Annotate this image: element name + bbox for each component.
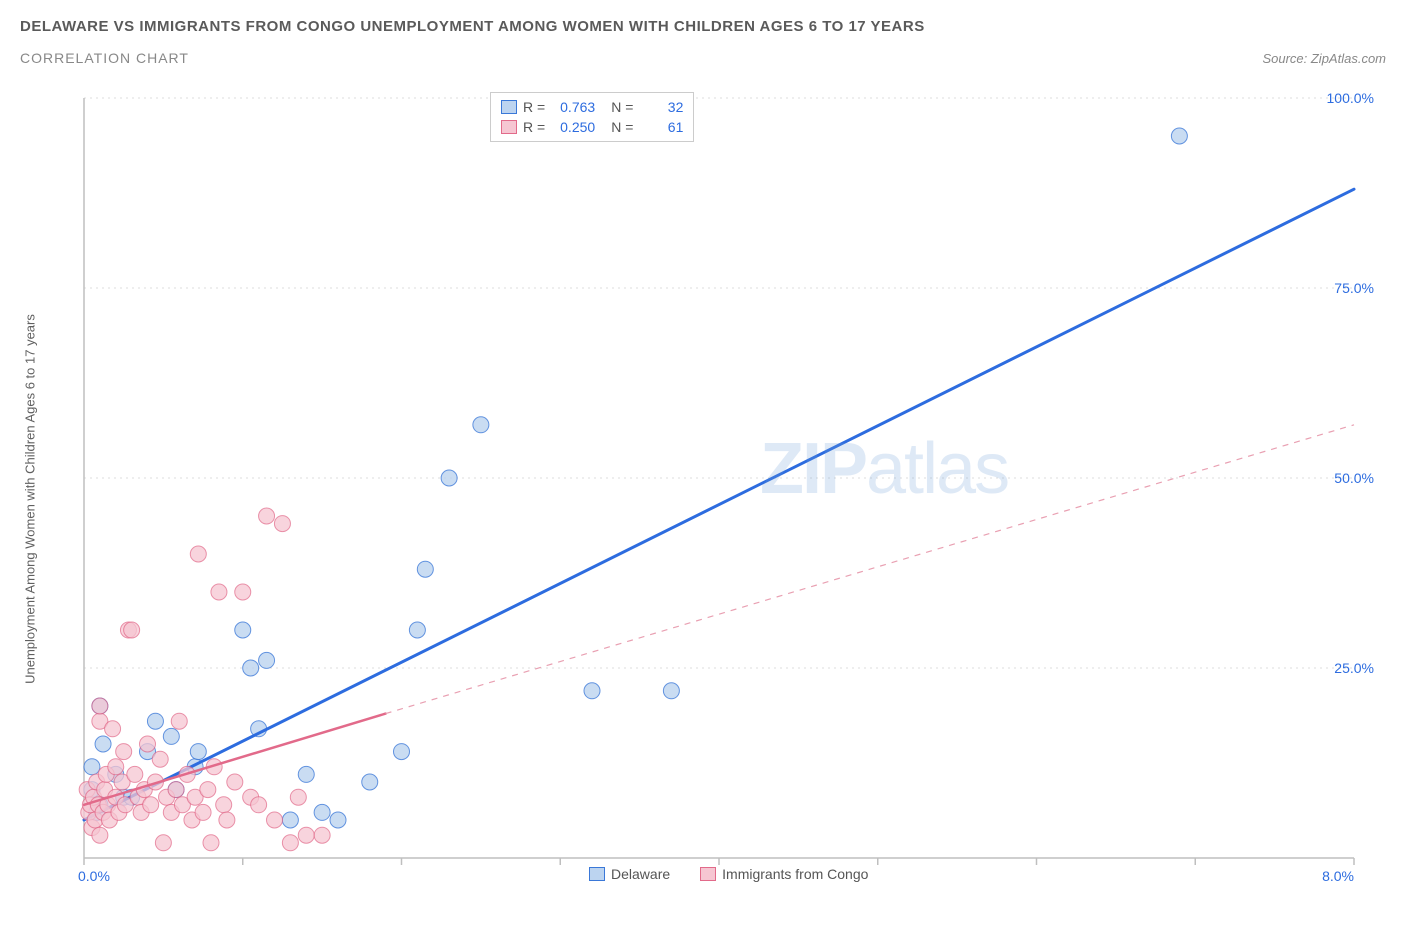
n-value: 32	[643, 97, 683, 117]
chart-area: Unemployment Among Women with Children A…	[40, 88, 1386, 910]
r-value: 0.250	[555, 117, 595, 137]
series-delaware	[84, 128, 1354, 828]
scatter-chart	[40, 88, 1384, 898]
legend-item: Delaware	[589, 866, 670, 882]
r-value: 0.763	[555, 97, 595, 117]
legend-swatch-icon	[501, 120, 517, 134]
legend-swatch-icon	[589, 867, 605, 881]
n-label: N =	[611, 97, 633, 117]
r-label: R =	[523, 117, 545, 137]
series-legend: Delaware Immigrants from Congo	[589, 866, 868, 882]
legend-label: Delaware	[611, 866, 670, 882]
correlation-legend: R = 0.763 N = 32 R = 0.250 N = 61	[490, 92, 694, 142]
n-label: N =	[611, 117, 633, 137]
r-label: R =	[523, 97, 545, 117]
x-tick-label: 8.0%	[1294, 868, 1354, 884]
y-tick-label: 100.0%	[1294, 90, 1374, 106]
chart-source: Source: ZipAtlas.com	[1262, 51, 1386, 66]
x-tick-label: 0.0%	[78, 868, 138, 884]
legend-item: Immigrants from Congo	[700, 866, 868, 882]
y-axis-label: Unemployment Among Women with Children A…	[23, 314, 38, 684]
n-value: 61	[643, 117, 683, 137]
legend-label: Immigrants from Congo	[722, 866, 868, 882]
legend-swatch-icon	[501, 100, 517, 114]
y-tick-label: 75.0%	[1294, 280, 1374, 296]
y-tick-label: 50.0%	[1294, 470, 1374, 486]
legend-stat-row: R = 0.763 N = 32	[501, 97, 683, 117]
chart-title: DELAWARE VS IMMIGRANTS FROM CONGO UNEMPL…	[20, 18, 1386, 35]
legend-swatch-icon	[700, 867, 716, 881]
series-immigrants-from-congo	[79, 425, 1354, 851]
y-tick-label: 25.0%	[1294, 660, 1374, 676]
legend-stat-row: R = 0.250 N = 61	[501, 117, 683, 137]
chart-subtitle: CORRELATION CHART	[20, 50, 189, 66]
